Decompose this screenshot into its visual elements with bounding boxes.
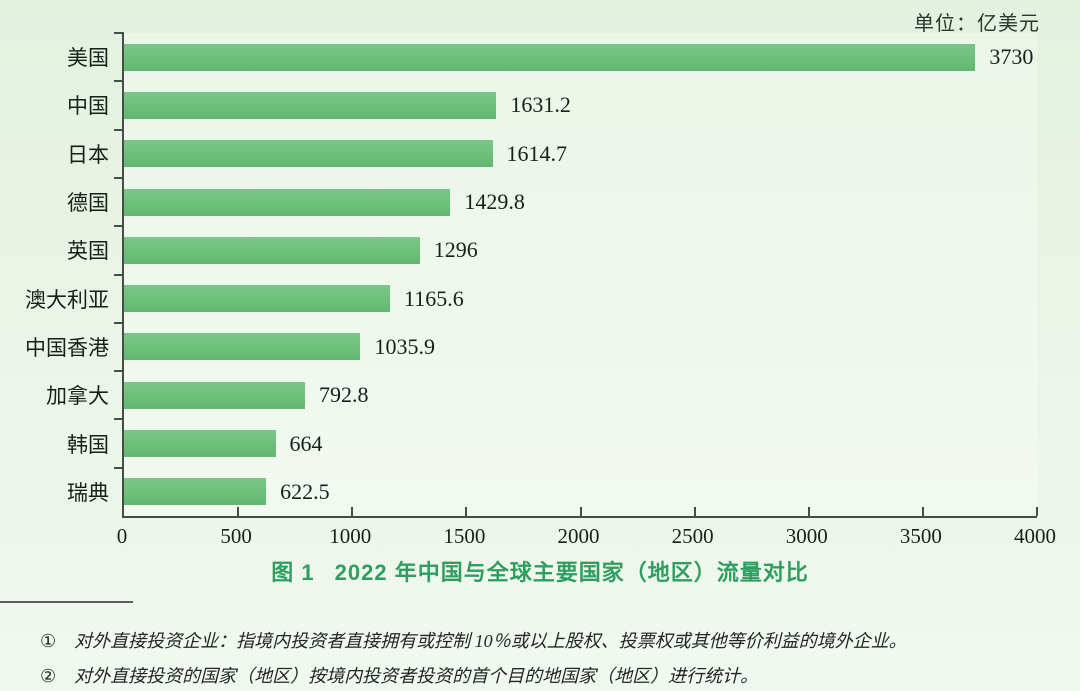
bar (124, 43, 976, 71)
y-tick (114, 418, 124, 421)
y-tick (114, 466, 124, 469)
x-tick-label: 500 (220, 524, 252, 548)
value-label: 3730 (989, 44, 1034, 70)
value-label: 1429.8 (464, 189, 525, 215)
bar-row: 中国香港 1035.9 (25, 323, 1037, 371)
x-tick-label: 1000 (329, 524, 372, 548)
category-label: 中国香港 (25, 335, 109, 360)
footnotes: ① 对外直接投资企业：指境内投资者直接拥有或控制 10％或以上股权、投票权或其他等… (40, 620, 1052, 690)
y-tick (114, 32, 124, 34)
x-tick-label: 3000 (785, 524, 828, 548)
bar-row: 澳大利亚 1165.6 (25, 274, 1037, 322)
chart-caption: 图 1 2022 年中国与全球主要国家（地区）流量对比 (0, 555, 1080, 587)
bar-row: 日本 1614.7 (67, 130, 1037, 178)
footnote-line: ① 对外直接投资企业：指境内投资者直接拥有或控制 10％或以上股权、投票权或其他等… (40, 628, 1052, 655)
category-label: 德国 (67, 191, 109, 216)
category-label: 澳大利亚 (25, 287, 109, 312)
x-tick-label: 1500 (443, 524, 486, 548)
x-tick (579, 507, 582, 516)
figure-number: 图 1 (271, 560, 315, 585)
bar-row: 韩国 664 (67, 419, 1037, 467)
x-tick-label: 2000 (557, 524, 600, 548)
category-label: 美国 (67, 46, 109, 71)
y-tick (114, 370, 124, 373)
footnote-divider (0, 601, 133, 603)
x-tick-label: 0 (116, 524, 128, 548)
category-label: 加拿大 (46, 384, 109, 409)
footnote-marker: ① (40, 631, 57, 651)
bar-row: 中国 1631.2 (67, 81, 1037, 129)
x-tick (693, 507, 696, 516)
category-label: 瑞典 (67, 480, 109, 505)
footnote-text: 对外直接投资的国家（地区）按境内投资者投资的首个目的地国家（地区）进行统计。 (74, 666, 759, 686)
bar-row: 美国 3730 (67, 33, 1037, 81)
value-label: 1614.7 (506, 140, 568, 166)
value-label: 1296 (433, 237, 478, 263)
bar-row: 德国 1429.8 (67, 178, 1037, 226)
category-label: 韩国 (67, 432, 109, 457)
value-label: 622.5 (280, 478, 330, 504)
x-tick-label: 3500 (899, 524, 942, 548)
x-tick (465, 507, 468, 516)
bar (124, 91, 497, 119)
y-tick (114, 273, 124, 276)
bar (124, 333, 361, 361)
x-tick (807, 507, 810, 516)
chart-title: 2022 年中国与全球主要国家（地区）流量对比 (334, 560, 809, 585)
bar (124, 430, 276, 458)
x-tick-label: 2500 (671, 524, 714, 548)
bar (124, 188, 451, 216)
bar (124, 236, 420, 264)
y-tick (114, 176, 124, 179)
x-axis-labels: 0 500 1000 1500 2000 2500 3000 3500 4000 (117, 524, 1056, 552)
bar (124, 381, 305, 409)
category-label: 英国 (67, 239, 109, 264)
footnote-marker: ② (40, 666, 57, 686)
x-tick (351, 507, 354, 516)
x-tick-label: 4000 (1014, 524, 1056, 548)
x-tick (1036, 507, 1038, 516)
bar-row: 加拿大 792.8 (46, 371, 1037, 419)
value-label: 664 (289, 430, 323, 456)
category-label: 中国 (67, 94, 109, 119)
bar (124, 140, 493, 168)
footnote-line: ② 对外直接投资的国家（地区）按境内投资者投资的首个目的地国家（地区）进行统计。 (40, 663, 1052, 690)
bar-rows: 美国 3730 中国 1631.2 日本 1614.7 德国 1429.8 英国 1296 澳大利亚… (25, 33, 1037, 516)
bar-row: 瑞典 622.5 (67, 468, 1037, 516)
footnote-text: 对外直接投资企业：指境内投资者直接拥有或控制 10％或以上股权、投票权或其他等价… (74, 631, 907, 651)
value-label: 792.8 (318, 382, 369, 408)
y-tick (114, 225, 124, 228)
bar (124, 285, 391, 313)
y-tick (114, 321, 124, 324)
value-label: 1631.2 (510, 92, 571, 118)
bar-row: 英国 1296 (67, 226, 1037, 274)
x-tick (921, 507, 924, 516)
y-tick (114, 128, 124, 131)
x-tick (237, 507, 240, 516)
y-tick (114, 80, 124, 83)
value-label: 1035.9 (374, 333, 435, 359)
plot-area: 美国 3730 中国 1631.2 日本 1614.7 德国 1429.8 英国 1296 澳大利亚… (25, 32, 1038, 518)
value-label: 1165.6 (404, 285, 464, 311)
unit-label: 单位：亿美元 (914, 13, 1040, 35)
bar (124, 478, 267, 506)
category-label: 日本 (67, 142, 109, 167)
